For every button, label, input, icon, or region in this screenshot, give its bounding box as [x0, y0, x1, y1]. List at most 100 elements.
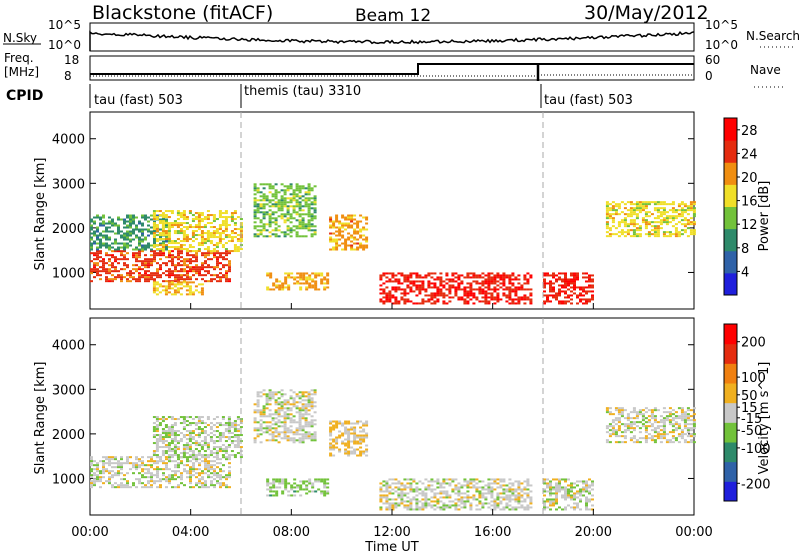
- echo-cell: [338, 434, 342, 437]
- echo-cell: [310, 423, 314, 426]
- echo-cell: [674, 421, 678, 424]
- echo-cell: [230, 424, 234, 427]
- echo-cell: [182, 216, 186, 219]
- echo-cell: [573, 482, 576, 485]
- echo-cell: [210, 468, 213, 471]
- echo-cell: [224, 210, 228, 213]
- echo-cell: [356, 454, 360, 457]
- echo-cell: [310, 229, 314, 232]
- echo-cell: [644, 211, 648, 214]
- echo-cell: [295, 235, 299, 238]
- echo-cell: [487, 482, 491, 485]
- echo-cell: [274, 217, 278, 220]
- echo-cell: [191, 432, 195, 435]
- echo-cell: [197, 442, 201, 445]
- echo-cell: [165, 486, 168, 489]
- echo-cell: [605, 407, 609, 410]
- echo-cell: [496, 504, 500, 507]
- echo-cell: [268, 205, 272, 208]
- echo-cell: [644, 411, 648, 414]
- echo-cell: [298, 397, 302, 400]
- echo-cell: [680, 415, 684, 418]
- echo-cell: [659, 201, 663, 204]
- echo-cell: [165, 274, 168, 277]
- echo-cell: [171, 260, 174, 263]
- echo-cell: [177, 256, 180, 259]
- echo-cell: [165, 480, 168, 483]
- echo-cell: [135, 280, 138, 283]
- echo-cell: [132, 484, 135, 487]
- echo-cell: [313, 229, 317, 232]
- echo-cell: [155, 450, 159, 453]
- echo-cell: [259, 207, 263, 210]
- echo-cell: [353, 436, 357, 439]
- echo-cell: [638, 205, 642, 208]
- echo-cell: [99, 244, 102, 247]
- echo-cell: [656, 431, 660, 434]
- echo-cell: [171, 258, 174, 261]
- echo-cell: [262, 203, 266, 206]
- echo-cell: [219, 252, 222, 255]
- echo-cell: [120, 230, 123, 233]
- echo-cell: [90, 484, 93, 487]
- echo-cell: [105, 270, 108, 273]
- echo-cell: [233, 430, 237, 433]
- echo-cell: [561, 508, 564, 511]
- echo-cell: [167, 222, 171, 225]
- echo-cell: [102, 462, 105, 465]
- echo-cell: [514, 496, 518, 499]
- echo-cell: [412, 488, 416, 491]
- echo-cell: [313, 433, 317, 436]
- echo-cell: [379, 298, 383, 301]
- echo-cell: [289, 187, 293, 190]
- echo-cell: [192, 270, 195, 273]
- echo-cell: [170, 226, 174, 229]
- echo-cell: [338, 228, 342, 231]
- echo-cell: [177, 264, 180, 267]
- echo-cell: [588, 508, 591, 511]
- echo-cell: [271, 205, 275, 208]
- echo-band: [253, 389, 317, 444]
- echo-cell: [418, 290, 422, 293]
- echo-cell: [659, 219, 663, 222]
- echo-cell: [120, 258, 123, 261]
- echo-cell: [680, 409, 684, 412]
- echo-cell: [228, 270, 231, 273]
- echo-cell: [268, 425, 272, 428]
- echo-cell: [155, 444, 159, 447]
- echo-cell: [579, 500, 582, 503]
- echo-cell: [379, 274, 383, 277]
- echo-cell: [608, 429, 612, 432]
- echo-cell: [233, 236, 237, 239]
- echo-cell: [162, 252, 165, 255]
- echo-cell: [201, 476, 204, 479]
- nsky-trace: [89, 30, 695, 51]
- echo-cell: [674, 233, 678, 236]
- echo-cell: [219, 256, 222, 259]
- echo-cell: [487, 478, 491, 481]
- echo-cell: [329, 448, 333, 451]
- echo-cell: [561, 284, 564, 287]
- echo-cell: [332, 238, 336, 241]
- echo-cell: [523, 506, 527, 509]
- echo-cell: [460, 498, 464, 501]
- echo-cell: [421, 504, 425, 507]
- echo-cell: [96, 256, 99, 259]
- echo-cell: [182, 444, 186, 447]
- echo-cell: [430, 294, 434, 297]
- echo-cell: [93, 230, 96, 233]
- echo-cell: [150, 278, 153, 281]
- echo-cell: [194, 238, 198, 241]
- echo-cell: [280, 393, 284, 396]
- echo-cell: [502, 284, 506, 287]
- echo-cell: [301, 209, 305, 212]
- echo-cell: [99, 224, 102, 227]
- echo-cell: [310, 437, 314, 440]
- echo-cell: [274, 205, 278, 208]
- echo-cell: [385, 272, 389, 275]
- echo-cell: [164, 222, 168, 225]
- echo-cell: [307, 193, 311, 196]
- echo-cell: [674, 423, 678, 426]
- echo-cell: [180, 256, 183, 259]
